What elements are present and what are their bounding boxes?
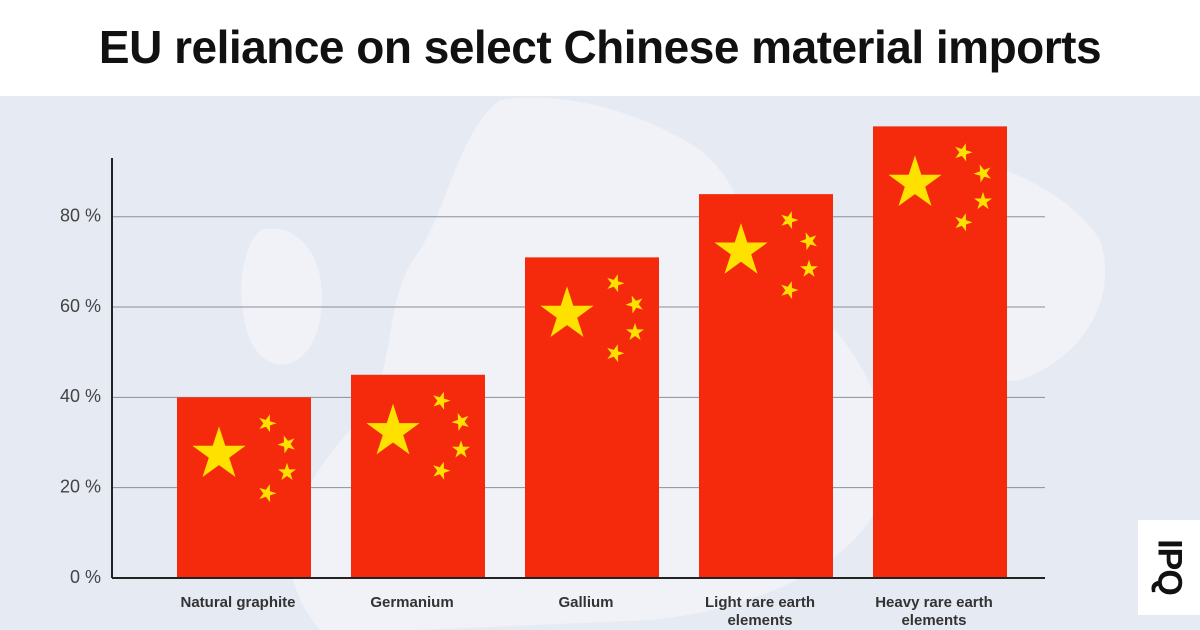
y-tick-label: 80 % [60, 205, 101, 225]
logo: IPQ [1138, 520, 1200, 615]
flag-star [607, 344, 625, 363]
flag-star [607, 274, 625, 293]
chart-title: EU reliance on select Chinese material i… [98, 21, 1102, 73]
x-tick-label: Heavy rare earth elements [875, 594, 993, 629]
flag-star [192, 426, 246, 477]
flag-star [974, 191, 992, 210]
bar [699, 194, 833, 578]
bar [177, 397, 311, 578]
flag-star [278, 462, 296, 480]
x-tick-label: Gallium [558, 594, 614, 611]
x-tick-label: Natural graphite [180, 594, 296, 611]
flag-star [433, 391, 451, 410]
flag-star [955, 143, 973, 162]
x-tick-label: Light rare earth elements [704, 594, 816, 629]
logo-text: IPQ [1150, 539, 1189, 595]
header [0, 0, 1200, 96]
flag-star [452, 440, 470, 458]
flag-star [277, 435, 295, 454]
flag-star [366, 403, 420, 455]
y-tick-label: 0 % [70, 567, 101, 587]
flag-star [625, 295, 643, 314]
flag-star [259, 484, 277, 503]
x-tick-label: Germanium [370, 594, 454, 611]
flag-star [799, 232, 817, 251]
flag-star [955, 213, 973, 232]
y-tick-label: 40 % [60, 386, 101, 406]
flag-star [540, 286, 594, 337]
y-tick-label: 20 % [60, 476, 101, 496]
flag-star [451, 412, 469, 431]
land [241, 228, 322, 365]
bar [525, 257, 659, 578]
flag-star [781, 281, 799, 300]
flag-star [259, 414, 277, 433]
flag-star [973, 164, 991, 183]
flag-star [888, 155, 942, 206]
bar [873, 126, 1007, 579]
y-tick-label: 60 % [60, 296, 101, 316]
bar [351, 374, 485, 578]
flag-star [626, 322, 644, 340]
flag-star [781, 211, 799, 230]
flag-star [714, 223, 768, 274]
flag-star [433, 461, 451, 480]
flag-star [800, 259, 818, 277]
